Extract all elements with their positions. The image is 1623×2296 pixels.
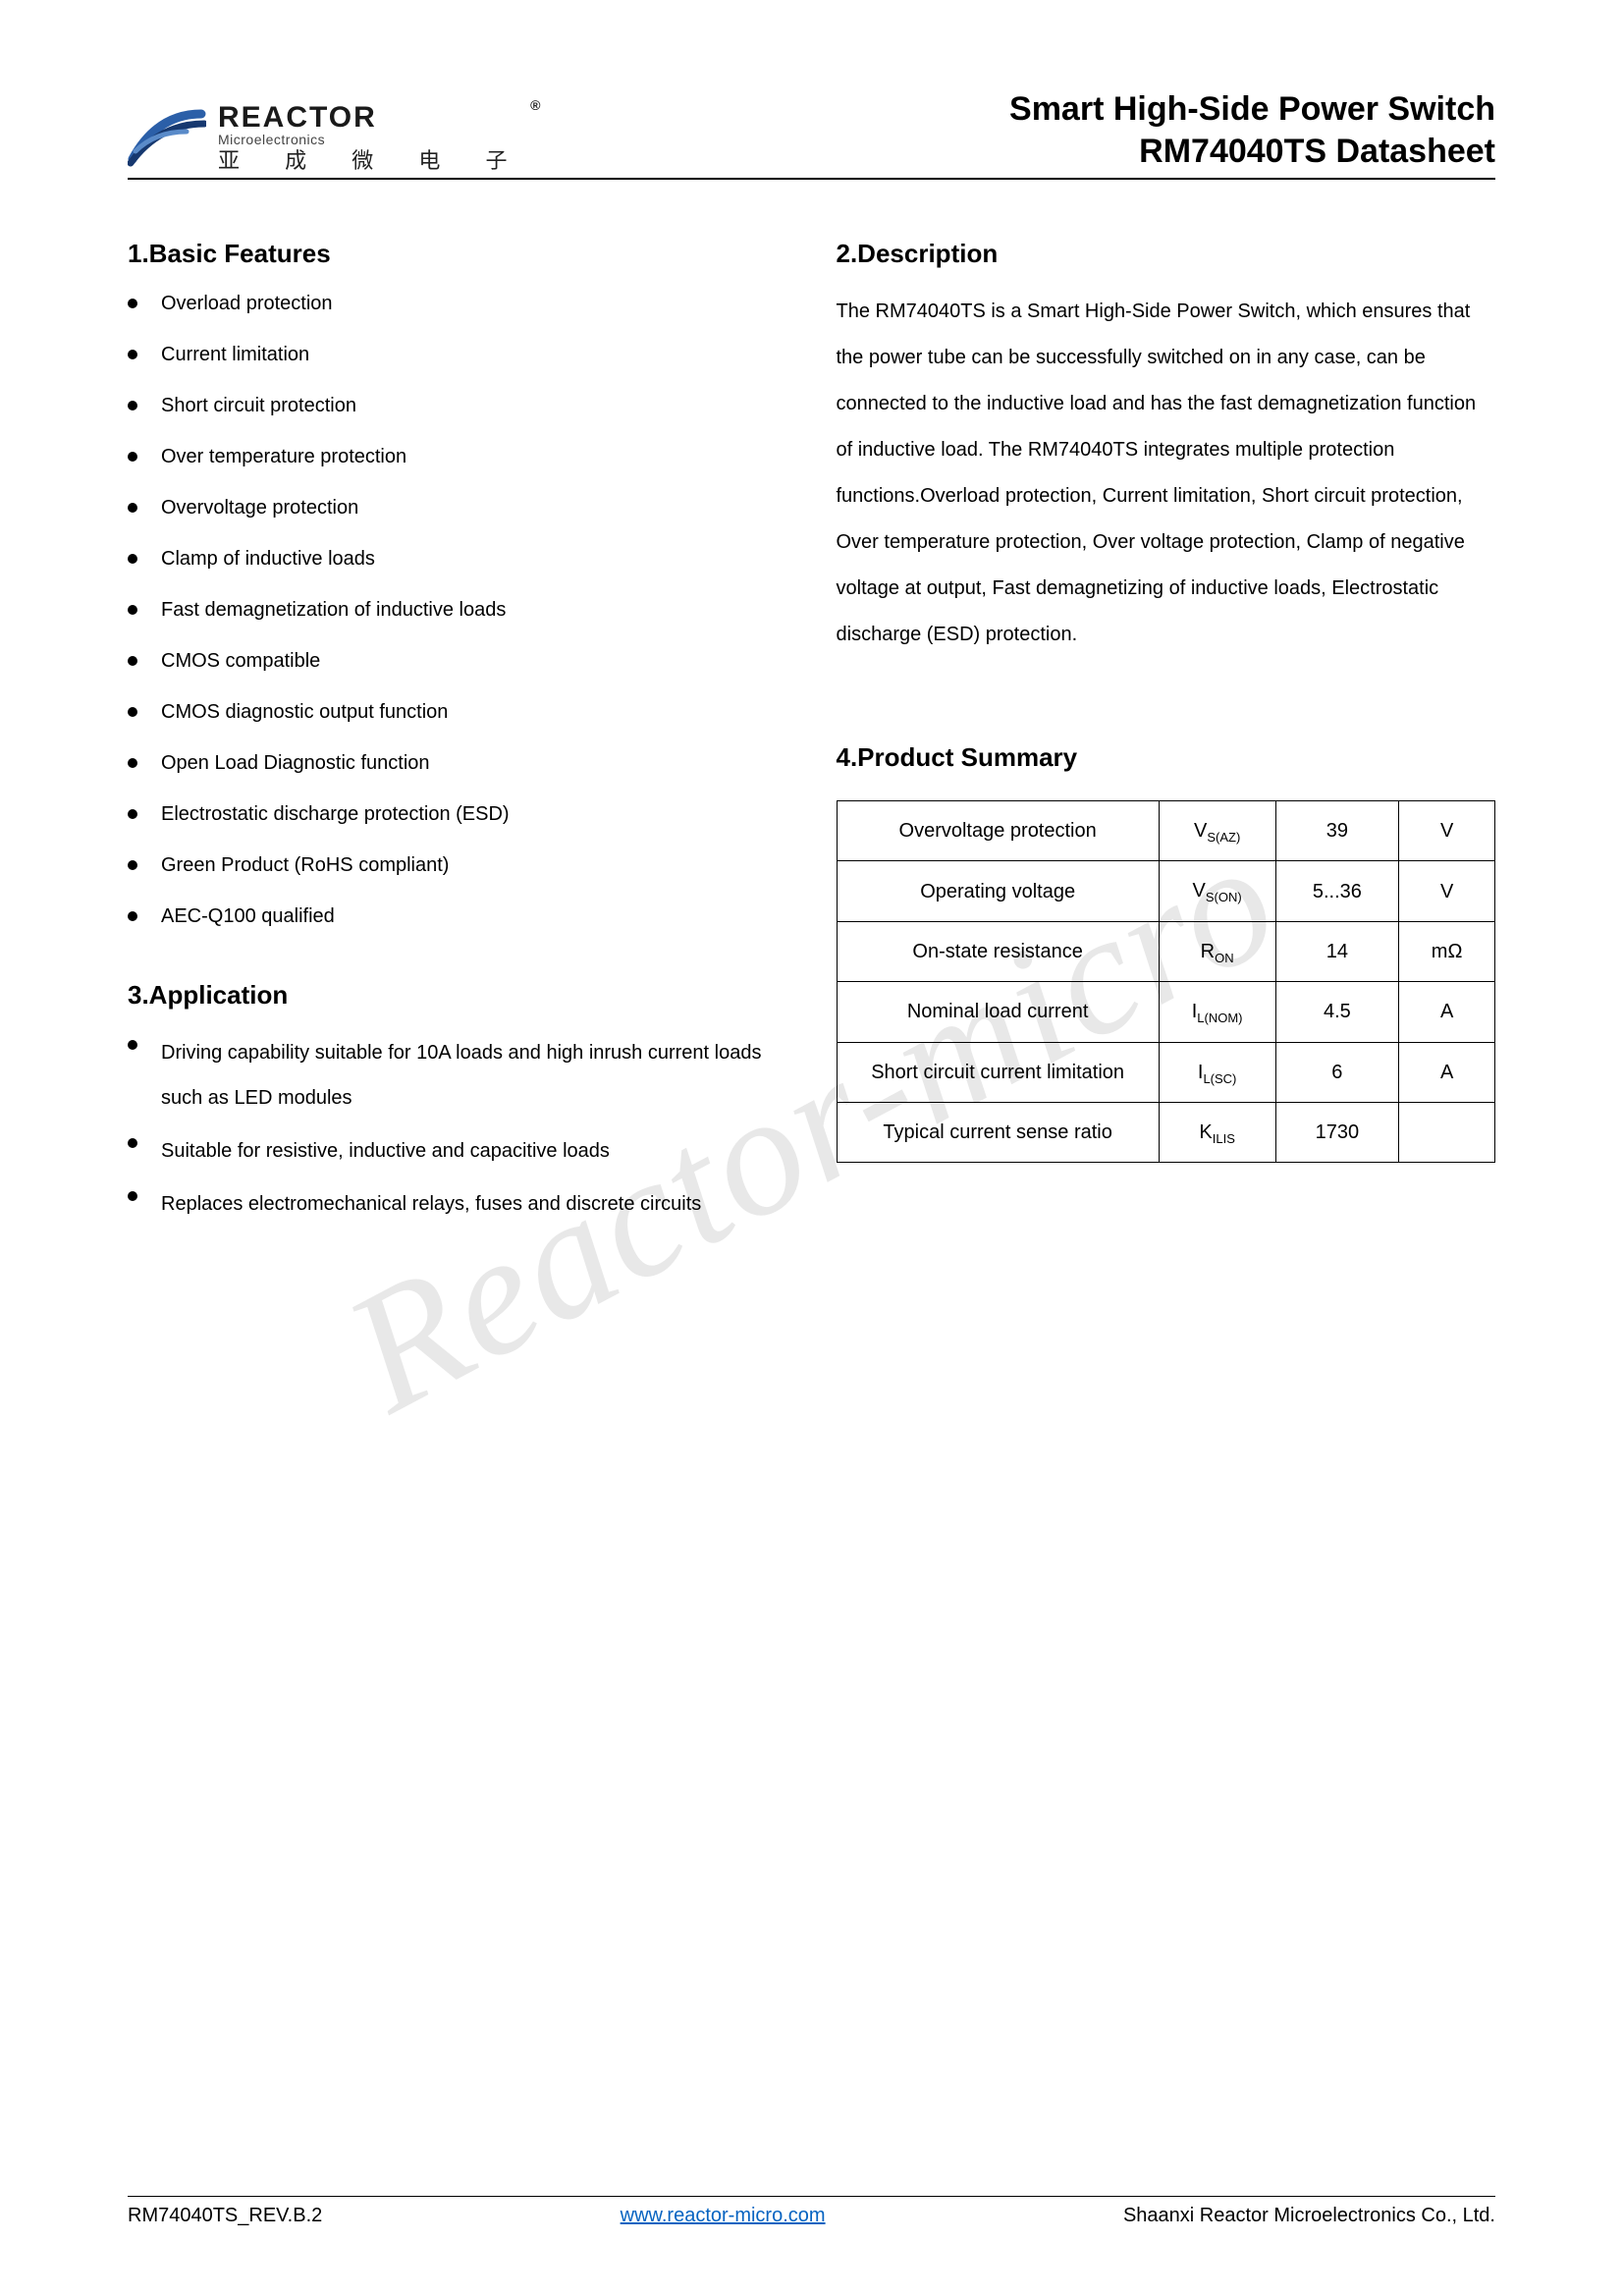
logo-swoosh-icon <box>128 102 206 171</box>
unit-cell <box>1399 1102 1495 1162</box>
title-line-1: Smart High-Side Power Switch <box>1009 88 1495 131</box>
feature-item: Overvoltage protection <box>128 493 787 522</box>
param-cell: Operating voltage <box>837 861 1159 921</box>
symbol-cell: RON <box>1159 921 1275 981</box>
feature-item: Open Load Diagnostic function <box>128 748 787 778</box>
symbol-cell: KILIS <box>1159 1102 1275 1162</box>
feature-item: CMOS diagnostic output function <box>128 697 787 727</box>
footer-revision: RM74040TS_REV.B.2 <box>128 2205 322 2227</box>
value-cell: 1730 <box>1275 1102 1399 1162</box>
table-row: Nominal load currentIL(NOM)4.5A <box>837 982 1495 1042</box>
description-section: 2.Description The RM74040TS is a Smart H… <box>837 239 1496 658</box>
value-cell: 14 <box>1275 921 1399 981</box>
application-item: Driving capability suitable for 10A load… <box>128 1030 787 1121</box>
unit-cell: V <box>1399 861 1495 921</box>
table-row: Overvoltage protectionVS(AZ)39V <box>837 801 1495 861</box>
footer-company: Shaanxi Reactor Microelectronics Co., Lt… <box>1123 2205 1495 2227</box>
document-title: Smart High-Side Power Switch RM74040TS D… <box>1009 88 1495 172</box>
value-cell: 5...36 <box>1275 861 1399 921</box>
value-cell: 4.5 <box>1275 982 1399 1042</box>
feature-item: Green Product (RoHS compliant) <box>128 850 787 880</box>
company-logo: REACTOR® Microelectronics 亚 成 微 电 子 <box>128 102 526 172</box>
logo-subtitle: Microelectronics <box>218 133 526 147</box>
table-row: Operating voltageVS(ON)5...36V <box>837 861 1495 921</box>
symbol-cell: IL(SC) <box>1159 1042 1275 1102</box>
value-cell: 39 <box>1275 801 1399 861</box>
symbol-cell: VS(AZ) <box>1159 801 1275 861</box>
feature-item: Overload protection <box>128 289 787 318</box>
param-cell: Nominal load current <box>837 982 1159 1042</box>
unit-cell: mΩ <box>1399 921 1495 981</box>
value-cell: 6 <box>1275 1042 1399 1102</box>
footer-link[interactable]: www.reactor-micro.com <box>621 2205 826 2227</box>
application-list: Driving capability suitable for 10A load… <box>128 1030 787 1227</box>
param-cell: On-state resistance <box>837 921 1159 981</box>
features-list: Overload protection Current limitation S… <box>128 289 787 931</box>
summary-heading: 4.Product Summary <box>837 742 1496 773</box>
description-text: The RM74040TS is a Smart High-Side Power… <box>837 289 1496 658</box>
logo-main-text: REACTOR® <box>218 102 526 134</box>
unit-cell: A <box>1399 1042 1495 1102</box>
summary-table: Overvoltage protectionVS(AZ)39VOperating… <box>837 800 1496 1163</box>
symbol-cell: VS(ON) <box>1159 861 1275 921</box>
table-row: Typical current sense ratioKILIS1730 <box>837 1102 1495 1162</box>
logo-chinese: 亚 成 微 电 子 <box>218 149 526 172</box>
feature-item: AEC-Q100 qualified <box>128 902 787 931</box>
page-header: REACTOR® Microelectronics 亚 成 微 电 子 Smar… <box>128 88 1495 180</box>
feature-item: CMOS compatible <box>128 646 787 676</box>
param-cell: Short circuit current limitation <box>837 1042 1159 1102</box>
unit-cell: V <box>1399 801 1495 861</box>
title-line-2: RM74040TS Datasheet <box>1009 131 1495 173</box>
table-row: Short circuit current limitationIL(SC)6A <box>837 1042 1495 1102</box>
description-heading: 2.Description <box>837 239 1496 269</box>
feature-item: Over temperature protection <box>128 442 787 471</box>
feature-item: Short circuit protection <box>128 391 787 420</box>
feature-item: Fast demagnetization of inductive loads <box>128 595 787 625</box>
table-row: On-state resistanceRON14mΩ <box>837 921 1495 981</box>
features-heading: 1.Basic Features <box>128 239 787 269</box>
feature-item: Clamp of inductive loads <box>128 544 787 574</box>
unit-cell: A <box>1399 982 1495 1042</box>
application-item: Suitable for resistive, inductive and ca… <box>128 1128 787 1174</box>
basic-features-section: 1.Basic Features Overload protection Cur… <box>128 239 787 931</box>
page-footer: RM74040TS_REV.B.2 www.reactor-micro.com … <box>128 2196 1495 2227</box>
feature-item: Current limitation <box>128 340 787 369</box>
feature-item: Electrostatic discharge protection (ESD) <box>128 799 787 829</box>
param-cell: Typical current sense ratio <box>837 1102 1159 1162</box>
symbol-cell: IL(NOM) <box>1159 982 1275 1042</box>
registered-icon: ® <box>530 98 542 113</box>
param-cell: Overvoltage protection <box>837 801 1159 861</box>
product-summary-section: 4.Product Summary Overvoltage protection… <box>837 742 1496 1163</box>
application-section: 3.Application Driving capability suitabl… <box>128 980 787 1227</box>
application-heading: 3.Application <box>128 980 787 1011</box>
application-item: Replaces electromechanical relays, fuses… <box>128 1181 787 1227</box>
